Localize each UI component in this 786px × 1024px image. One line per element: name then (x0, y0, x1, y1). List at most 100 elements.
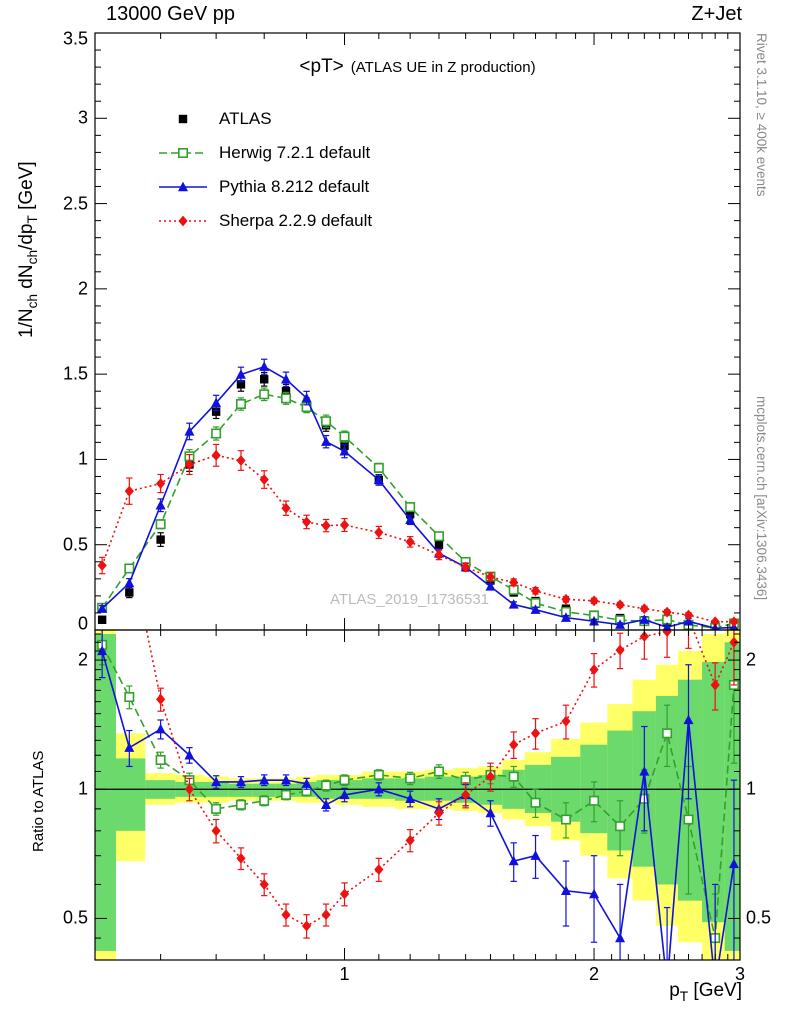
data-point-marker (405, 773, 416, 784)
data-point-marker (155, 723, 166, 734)
data-point-marker (589, 595, 599, 607)
y-axis-title-part: [GeV] (16, 161, 37, 216)
data-point-marker (211, 397, 222, 408)
band-green-bin (724, 642, 740, 951)
y-axis-title-part: dN (16, 264, 37, 294)
data-point-marker (615, 644, 625, 656)
data-point-marker (461, 789, 471, 801)
beam-energy-label: 13000 GeV pp (106, 3, 235, 25)
data-point-marker (509, 739, 519, 751)
band-green-bin (95, 634, 116, 951)
data-point-marker (639, 766, 650, 776)
data-point-marker (339, 519, 350, 531)
data-point-marker (281, 373, 292, 384)
data-point-marker (321, 799, 332, 809)
data-point-marker (662, 606, 672, 618)
legend-label-pythia: Pythia 8.212 default (219, 177, 370, 196)
data-point-marker (339, 789, 350, 800)
data-point-marker (683, 615, 694, 626)
data-point-marker (485, 807, 496, 818)
y-axis-title-ratio: Ratio to ATLAS (30, 750, 47, 852)
data-point-marker (211, 776, 222, 787)
data-point-marker (683, 609, 694, 621)
analysis-id-watermark: ATLAS_2019_I1736531 (330, 591, 490, 608)
ratio-panel-border (94, 629, 741, 961)
band-green-bin (115, 758, 146, 831)
data-point-marker (589, 664, 599, 676)
data-point-marker (125, 540, 134, 551)
data-point-marker (405, 834, 415, 846)
data-point-marker (530, 850, 541, 860)
data-point-marker (178, 215, 188, 227)
x-axis-title: pT [GeV] (669, 980, 742, 1004)
data-point-marker (530, 604, 541, 614)
series-line-pythia (101, 365, 734, 630)
data-point-marker (259, 389, 270, 400)
legend-item-herwig: Herwig 7.2.1 default (155, 136, 372, 170)
data-point-marker (589, 888, 600, 899)
data-point-marker (124, 692, 135, 703)
legend-item-sherpa: Sherpa 2.2.9 default (155, 204, 372, 238)
data-point-marker (321, 780, 332, 791)
legend-marker-pythia-icon (159, 181, 207, 192)
data-point-marker (321, 520, 331, 532)
data-point-marker (561, 593, 571, 605)
data-point-marker (281, 387, 291, 396)
data-point-marker (259, 474, 269, 485)
data-point-marker (259, 361, 270, 371)
data-point-marker (373, 783, 384, 794)
data-point-marker (155, 499, 166, 510)
legend: ATLAS Herwig 7.2.1 default Pythia 8.212 … (155, 102, 372, 238)
data-point-marker (177, 148, 188, 158)
y-axis-title-sub: T (24, 215, 40, 224)
data-point-marker (124, 577, 135, 588)
data-point-marker (124, 485, 134, 497)
data-point-marker (508, 855, 519, 866)
data-point-marker (339, 431, 350, 442)
data-point-marker (211, 825, 221, 837)
data-point-marker (178, 114, 188, 124)
data-point-marker (97, 560, 107, 571)
data-point-marker (433, 531, 444, 542)
data-point-marker (184, 459, 195, 470)
data-point-marker (434, 807, 444, 819)
observable-title: <pT> (299, 56, 344, 77)
data-point-marker (155, 519, 166, 530)
data-point-marker (156, 693, 166, 705)
data-point-marker (211, 428, 222, 439)
data-point-marker (729, 616, 739, 628)
band-green-bin (655, 695, 678, 885)
y-tick-label-ratio-right: 1 (746, 778, 757, 799)
band-green-bin (252, 783, 276, 797)
data-point-marker (508, 599, 519, 609)
x-axis-title-sub: T (679, 988, 689, 1004)
data-point-marker (530, 585, 541, 597)
data-point-marker (156, 535, 165, 544)
y-tick-label-main: 1 (77, 448, 88, 469)
data-point-marker (374, 527, 384, 538)
band-green-bin (702, 661, 725, 923)
data-point-marker (405, 509, 415, 519)
legend-item-pythia: Pythia 8.212 default (155, 170, 372, 204)
series-ratio-line-sherpa (145, 630, 735, 927)
data-point-marker (97, 615, 107, 624)
series-main-sherpa (97, 443, 739, 628)
y-tick-label-main: 0.5 (62, 534, 88, 555)
data-point-marker (235, 799, 246, 810)
x-axis-title-part: p (669, 980, 680, 1001)
data-point-marker (662, 728, 673, 739)
data-point-marker (560, 814, 571, 825)
legend-label-sherpa: Sherpa 2.2.9 default (219, 211, 373, 230)
data-point-marker (321, 416, 332, 427)
series-ratio-line-pythia (101, 650, 735, 960)
y-tick-label-ratio-right: 2 (746, 649, 757, 670)
y-axis-title-part: /dp (16, 223, 37, 250)
data-point-marker (373, 769, 384, 780)
axis-ticks (95, 32, 741, 961)
data-point-marker (259, 795, 270, 806)
data-point-marker (301, 778, 312, 788)
data-point-marker (236, 380, 246, 389)
data-point-marker (184, 749, 195, 760)
series-ratio-sherpa (125, 540, 739, 939)
